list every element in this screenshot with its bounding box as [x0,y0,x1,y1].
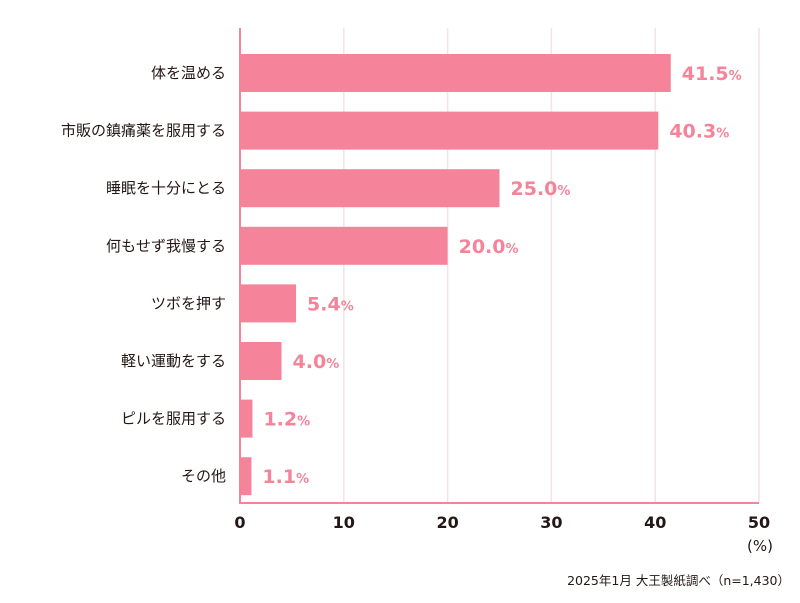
data-label: 25.0% [511,178,571,200]
x-tick-label: 0 [234,513,245,532]
category-label: 何もせず我慢する [106,237,226,255]
percent-sign: % [297,415,310,430]
data-label: 41.5% [682,63,742,85]
bar [240,111,659,150]
data-label: 1.2% [263,409,310,431]
bar [240,54,671,92]
axes [239,28,759,504]
bar [240,399,253,438]
data-label: 40.3% [669,121,729,143]
bar [240,342,282,380]
x-tick-label: 10 [333,513,355,532]
percent-sign: % [326,357,339,372]
data-label: 5.4% [307,293,354,315]
percent-sign: % [296,472,309,487]
bar [240,284,297,323]
x-tick-label: 50 [748,513,770,532]
x-axis-unit-label: (%) [747,537,773,555]
category-label: 体を温める [151,64,226,82]
value-labels: 41.5% 40.3% 25.0% 20.0% 5.4% 4.0% 1.2% 1.1% [262,63,741,488]
percent-sign: % [716,127,729,142]
category-labels: 体を温める市販の鎮痛薬を服用する睡眠を十分にとる何もせず我慢するツボを押す軽い運… [61,64,226,485]
bars [240,54,671,496]
bar [240,457,252,496]
gridlines [343,28,760,503]
data-label: 4.0% [293,351,340,373]
x-tick-labels: 0 10 20 30 40 50 [234,513,770,532]
percent-sign: % [557,184,570,199]
bar [240,226,448,265]
percent-sign: % [505,242,518,257]
category-label: ピルを服用する [121,410,226,428]
bar [240,169,500,208]
category-label: 市販の鎮痛薬を服用する [61,122,226,140]
x-tick-label: 30 [540,513,562,532]
category-label: その他 [181,467,226,485]
percent-sign: % [341,299,354,314]
x-tick-label: 40 [644,513,666,532]
source-note: 2025年1月 大王製紙調べ（n=1,430） [567,573,790,588]
data-label: 20.0% [459,236,519,258]
category-label: 睡眠を十分にとる [106,179,226,197]
percent-sign: % [729,69,742,84]
category-label: 軽い運動をする [121,352,226,370]
category-label: ツボを押す [151,294,226,312]
data-label: 1.1% [262,466,309,488]
x-tick-label: 20 [436,513,458,532]
